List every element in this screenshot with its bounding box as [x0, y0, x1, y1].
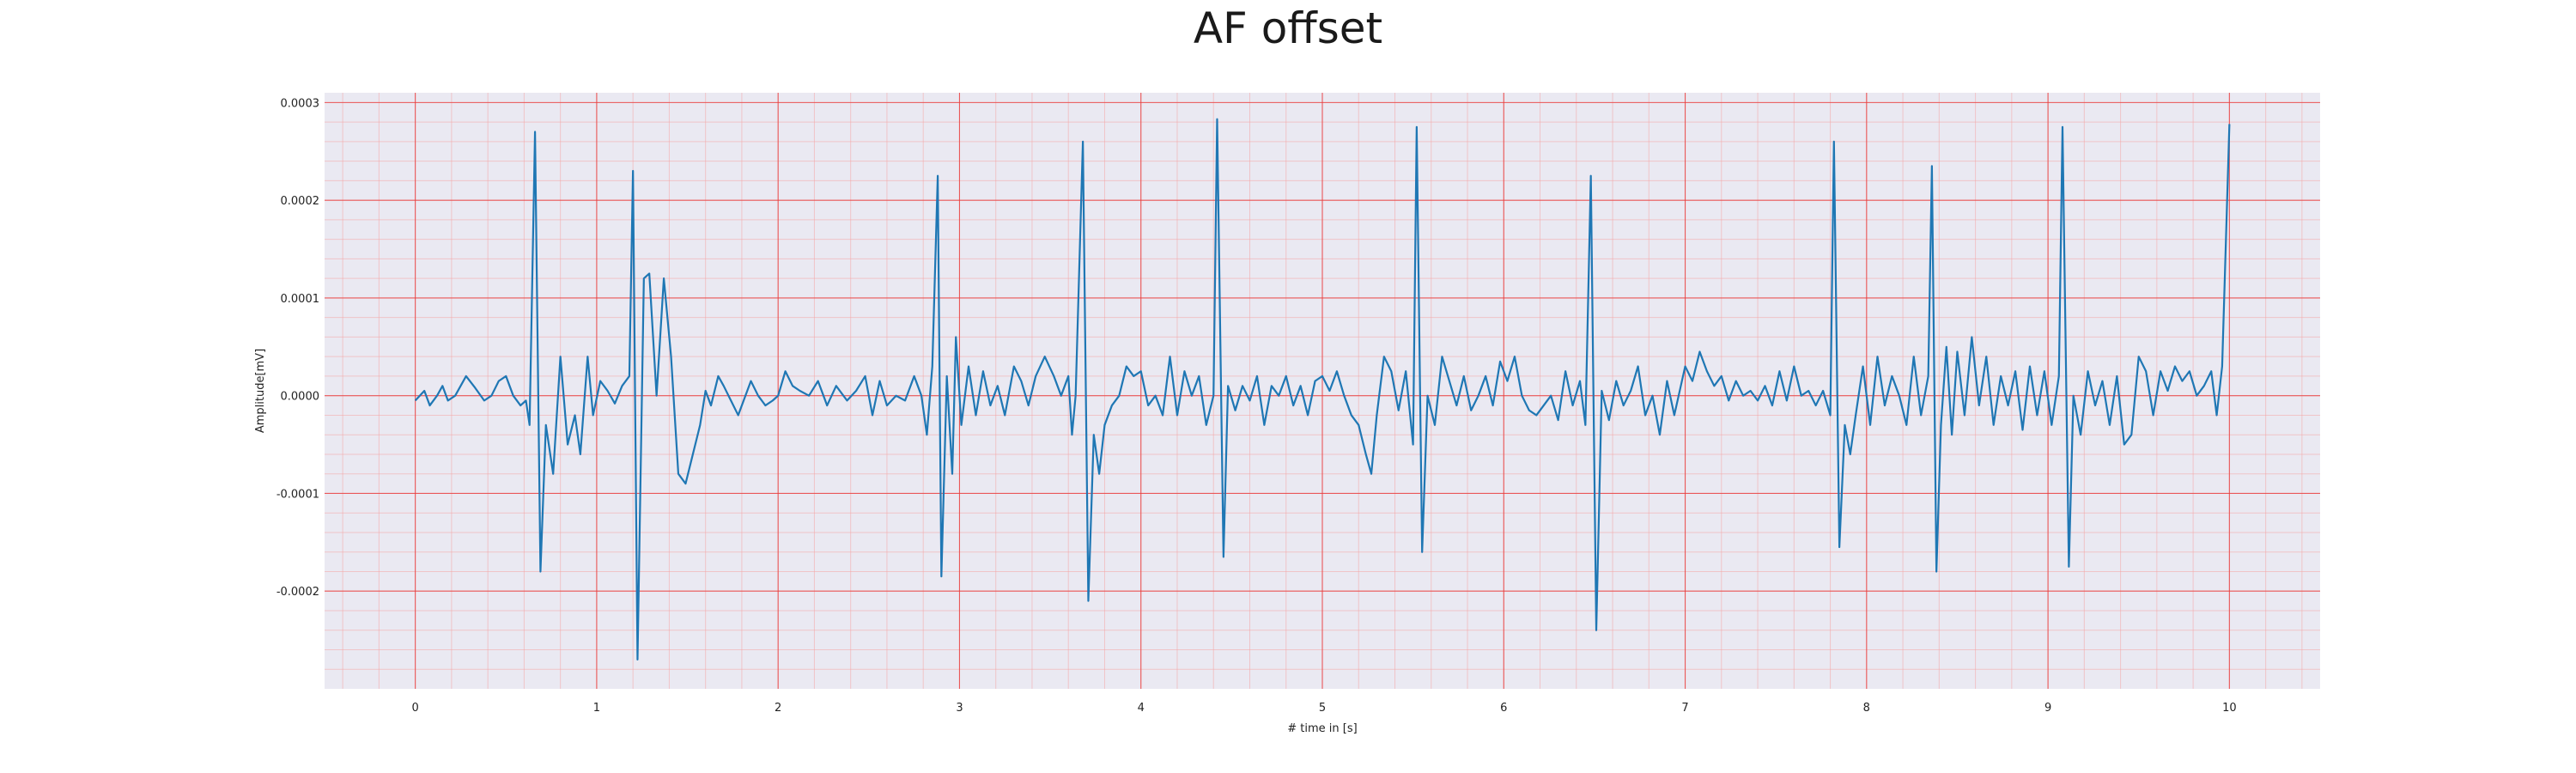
x-tick-label: 10 [2222, 702, 2237, 715]
y-tick-label: -0.0002 [276, 586, 319, 599]
x-axis-label: # time in [s] [1287, 722, 1357, 735]
series-line-0 [414, 118, 2231, 660]
y-tick-labels: -0.0002 -0.0001 0.0000 0.0001 0.0002 0.0003 [276, 97, 319, 599]
y-tick-label: 0.0001 [281, 293, 320, 306]
x-tick-label: 8 [1863, 702, 1870, 715]
x-tick-labels: 0 1 2 3 4 5 6 7 8 9 10 [411, 702, 2236, 715]
y-axis-label: Amplitude[mV] [254, 349, 267, 433]
x-tick-label: 0 [411, 702, 418, 715]
series-layer [414, 118, 2231, 660]
x-tick-label: 9 [2044, 702, 2051, 715]
x-tick-label: 5 [1319, 702, 1326, 715]
y-tick-label: 0.0002 [281, 195, 320, 208]
x-tick-label: 6 [1500, 702, 1507, 715]
x-tick-label: 4 [1138, 702, 1145, 715]
y-tick-label: 0.0003 [281, 97, 320, 110]
y-tick-label: 0.0000 [281, 391, 320, 404]
x-tick-label: 7 [1681, 702, 1688, 715]
y-tick-label: -0.0001 [276, 488, 319, 501]
x-tick-label: 1 [593, 702, 600, 715]
x-tick-label: 3 [956, 702, 963, 715]
chart-title: AF offset [1193, 3, 1383, 53]
x-tick-label: 2 [775, 702, 781, 715]
